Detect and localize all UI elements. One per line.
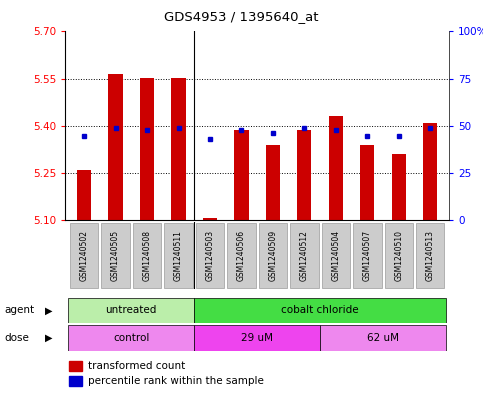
Bar	[101, 223, 130, 288]
Text: GSM1240504: GSM1240504	[331, 230, 341, 281]
Bar	[164, 223, 193, 288]
Bar	[298, 130, 312, 220]
Bar	[227, 223, 256, 288]
Bar	[290, 223, 319, 288]
Bar	[194, 325, 320, 351]
Bar	[70, 223, 98, 288]
Text: GSM1240508: GSM1240508	[142, 230, 152, 281]
Text: control: control	[113, 333, 149, 343]
Text: GSM1240506: GSM1240506	[237, 230, 246, 281]
Text: untreated: untreated	[106, 305, 157, 315]
Bar	[69, 376, 83, 386]
Text: GSM1240507: GSM1240507	[363, 230, 372, 281]
Bar	[133, 223, 161, 288]
Text: 29 uM: 29 uM	[241, 333, 273, 343]
Bar	[69, 298, 194, 323]
Bar	[353, 223, 382, 288]
Text: GSM1240503: GSM1240503	[205, 230, 214, 281]
Bar	[203, 218, 217, 220]
Bar	[234, 130, 249, 220]
Bar	[77, 171, 91, 220]
Text: ▶: ▶	[44, 305, 52, 315]
Bar	[196, 223, 224, 288]
Text: GSM1240513: GSM1240513	[426, 230, 435, 281]
Text: transformed count: transformed count	[88, 361, 185, 371]
Text: ▶: ▶	[44, 333, 52, 343]
Bar	[69, 325, 194, 351]
Text: GSM1240505: GSM1240505	[111, 230, 120, 281]
Text: GSM1240512: GSM1240512	[300, 230, 309, 281]
Bar	[423, 123, 438, 220]
Text: GSM1240509: GSM1240509	[269, 230, 277, 281]
Text: GSM1240510: GSM1240510	[394, 230, 403, 281]
Text: cobalt chloride: cobalt chloride	[281, 305, 359, 315]
Bar	[266, 145, 280, 220]
Bar	[194, 298, 446, 323]
Bar	[384, 223, 413, 288]
Bar	[109, 74, 123, 220]
Bar	[329, 116, 343, 220]
Text: GSM1240511: GSM1240511	[174, 230, 183, 281]
Text: dose: dose	[5, 333, 30, 343]
Bar	[320, 325, 446, 351]
Bar	[140, 78, 154, 220]
Bar	[360, 145, 374, 220]
Text: agent: agent	[5, 305, 35, 315]
Text: percentile rank within the sample: percentile rank within the sample	[88, 376, 264, 386]
Bar	[392, 154, 406, 220]
Text: GSM1240502: GSM1240502	[80, 230, 88, 281]
Bar	[171, 78, 185, 220]
Text: GDS4953 / 1395640_at: GDS4953 / 1395640_at	[164, 10, 319, 23]
Bar	[259, 223, 287, 288]
Bar	[416, 223, 444, 288]
Bar	[69, 361, 83, 371]
Text: 62 uM: 62 uM	[367, 333, 399, 343]
Bar	[322, 223, 350, 288]
